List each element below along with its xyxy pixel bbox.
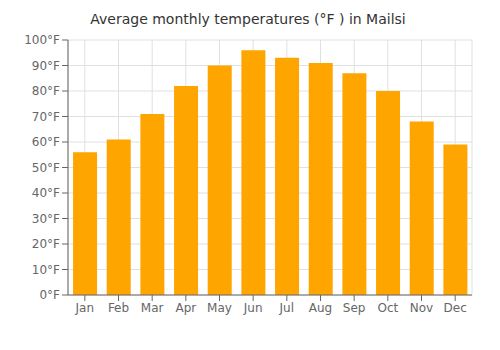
svg-text:Jan: Jan: [75, 301, 95, 315]
svg-text:Oct: Oct: [377, 301, 398, 315]
svg-text:Jul: Jul: [279, 301, 294, 315]
svg-text:Feb: Feb: [108, 301, 129, 315]
svg-text:70°F: 70°F: [32, 110, 60, 124]
svg-text:50°F: 50°F: [32, 161, 60, 175]
html-text:Average monthly temperatures (: Average monthly temperatures (°F ) in Ma…: [90, 11, 406, 27]
svg-text:May: May: [207, 301, 232, 315]
svg-text:80°F: 80°F: [32, 84, 60, 98]
svg-text:Mar: Mar: [141, 301, 164, 315]
svg-text:Nov: Nov: [410, 301, 433, 315]
svg-text:Apr: Apr: [175, 301, 196, 315]
svg-text:30°F: 30°F: [32, 212, 60, 226]
svg-text:Jun: Jun: [243, 301, 263, 315]
svg-text:20°F: 20°F: [32, 237, 60, 251]
svg-text:60°F: 60°F: [32, 135, 60, 149]
svg-text:10°F: 10°F: [32, 263, 60, 277]
svg-text:Sep: Sep: [343, 301, 366, 315]
svg-text:100°F: 100°F: [24, 33, 60, 47]
svg-text:Dec: Dec: [444, 301, 467, 315]
svg-text:Aug: Aug: [309, 301, 332, 315]
svg-text:90°F: 90°F: [32, 59, 60, 73]
svg-text:0°F: 0°F: [39, 288, 60, 302]
svg-text:40°F: 40°F: [32, 186, 60, 200]
